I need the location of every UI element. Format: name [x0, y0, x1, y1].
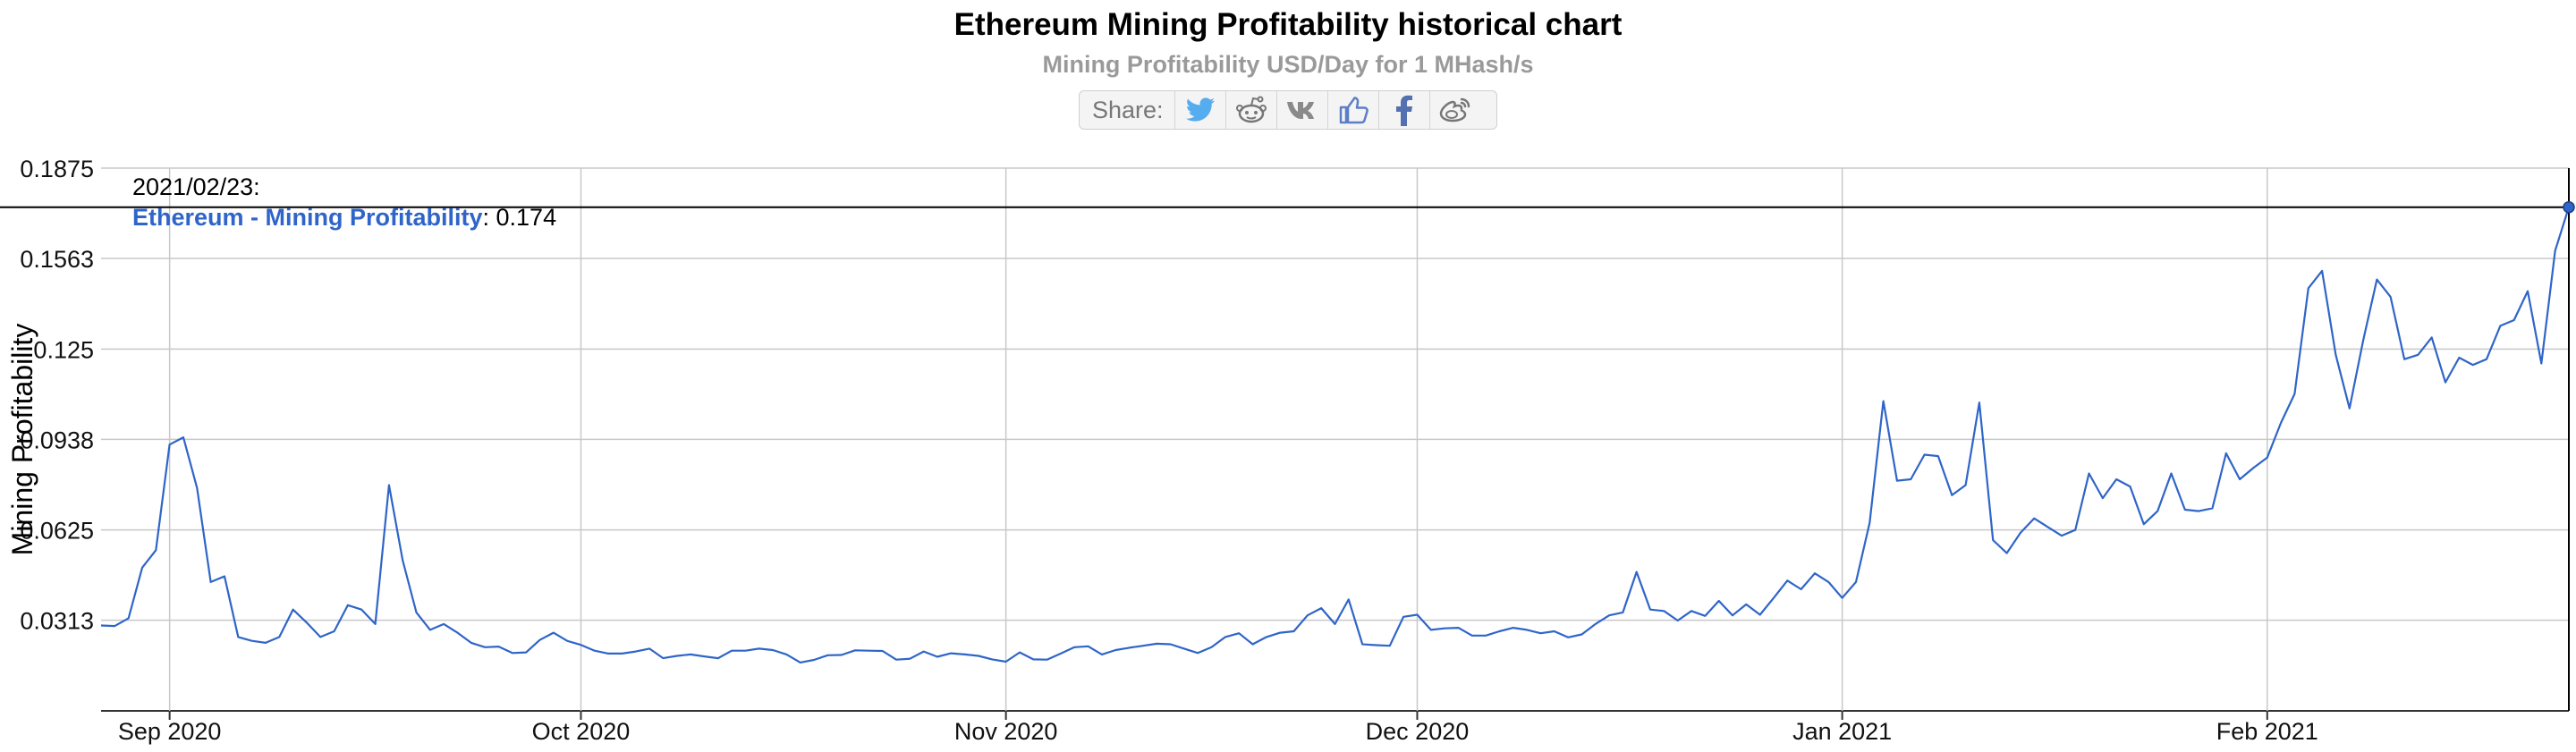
- y-tick-label: 0.125: [33, 336, 94, 363]
- grid-lines: [101, 167, 2569, 720]
- like-icon: [1339, 97, 1368, 124]
- twitter-share-button[interactable]: [1175, 91, 1226, 129]
- vk-icon: [1286, 102, 1314, 119]
- x-tick-label: Oct 2020: [532, 718, 631, 745]
- y-axis-ticks: 0.0313 0.0625 0.0938 0.125 0.1563 0.1875: [20, 156, 94, 635]
- x-tick-label: Sep 2020: [118, 718, 222, 745]
- x-tick-label: Dec 2020: [1366, 718, 1470, 745]
- twitter-icon: [1185, 97, 1215, 122]
- tooltip: 2021/02/23: Ethereum - Mining Profitabil…: [132, 173, 556, 231]
- reddit-share-button[interactable]: [1226, 91, 1277, 129]
- vk-share-button[interactable]: [1277, 91, 1328, 129]
- y-axis-label: Mining Profitability: [6, 324, 38, 556]
- weibo-icon: [1439, 97, 1470, 123]
- facebook-icon: [1395, 95, 1412, 126]
- tooltip-date: 2021/02/23:: [132, 173, 260, 200]
- tooltip-line: Ethereum - Mining Profitability: 0.174: [132, 204, 556, 231]
- tooltip-series-name: Ethereum - Mining Profitability: [132, 204, 483, 231]
- y-tick-label: 0.1563: [20, 246, 94, 273]
- reddit-icon: [1235, 96, 1267, 123]
- share-bar: Share:: [1079, 90, 1497, 130]
- x-tick-label: Nov 2020: [954, 718, 1058, 745]
- hover-point-marker[interactable]: [2563, 200, 2575, 214]
- like-button[interactable]: [1328, 91, 1379, 129]
- series-line-ethereum-mining-profitability[interactable]: [100, 207, 2571, 663]
- weibo-share-button[interactable]: [1430, 91, 1480, 129]
- chart-subtitle: Mining Profitability USD/Day for 1 MHash…: [1042, 51, 1534, 78]
- chart-title: Ethereum Mining Profitability historical…: [953, 7, 1623, 42]
- y-tick-label: 0.0625: [20, 518, 94, 545]
- facebook-share-button[interactable]: [1379, 91, 1430, 129]
- y-tick-label: 0.0938: [20, 427, 94, 453]
- x-tick-label: Jan 2021: [1792, 718, 1892, 745]
- x-axis-ticks: Sep 2020 Oct 2020 Nov 2020 Dec 2020 Jan 2021…: [118, 718, 2318, 745]
- share-label: Share:: [1080, 91, 1175, 129]
- x-tick-label: Feb 2021: [2216, 718, 2318, 745]
- tooltip-value: : 0.174: [483, 204, 557, 231]
- y-tick-label: 0.1875: [20, 156, 94, 182]
- y-tick-label: 0.0313: [20, 608, 94, 635]
